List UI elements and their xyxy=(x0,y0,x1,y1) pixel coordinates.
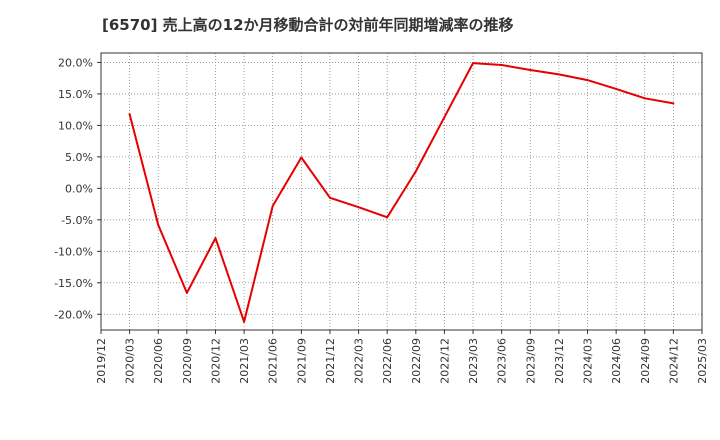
data-point xyxy=(500,63,503,66)
x-tick-label: 2020/12 xyxy=(209,338,222,384)
data-point xyxy=(243,320,246,323)
x-tick-label: 2025/03 xyxy=(696,338,709,384)
data-point xyxy=(643,97,646,100)
y-tick-label: 10.0% xyxy=(58,119,93,132)
y-axis-ticks: 20.0% 15.0% 10.0% 5.0% 0.0% -5.0% -10.0% -15.0%… xyxy=(54,56,101,321)
data-point xyxy=(472,62,475,65)
x-tick-label: 2023/12 xyxy=(553,338,566,384)
y-tick-label: 20.0% xyxy=(58,56,93,69)
data-point xyxy=(185,291,188,294)
x-tick-label: 2024/12 xyxy=(667,338,680,384)
data-point xyxy=(672,102,675,105)
x-tick-label: 2023/03 xyxy=(467,338,480,384)
x-tick-label: 2022/12 xyxy=(438,338,451,384)
x-tick-label: 2021/06 xyxy=(267,338,280,384)
x-tick-label: 2024/09 xyxy=(639,338,652,384)
data-point xyxy=(586,79,589,82)
x-tick-label: 2021/09 xyxy=(295,338,308,384)
series-line xyxy=(128,62,674,323)
chart-title: [6570] 売上高の12か月移動合計の対前年同期増減率の推移 xyxy=(102,16,514,34)
y-tick-label: -10.0% xyxy=(54,245,93,258)
data-point xyxy=(157,223,160,226)
x-tick-label: 2023/09 xyxy=(524,338,537,384)
y-tick-label: -15.0% xyxy=(54,277,93,290)
data-point xyxy=(214,237,217,240)
x-tick-label: 2021/03 xyxy=(238,338,251,384)
x-tick-label: 2020/09 xyxy=(181,338,194,384)
x-tick-label: 2021/12 xyxy=(324,338,337,384)
data-point xyxy=(386,216,389,219)
data-point xyxy=(271,204,274,207)
data-point xyxy=(557,73,560,76)
x-tick-label: 2022/06 xyxy=(381,338,394,384)
y-tick-label: 0.0% xyxy=(65,182,93,195)
x-tick-label: 2020/06 xyxy=(152,338,165,384)
plot-area xyxy=(100,52,703,331)
x-tick-label: 2020/03 xyxy=(124,338,137,384)
y-tick-label: 15.0% xyxy=(58,88,93,101)
data-point xyxy=(443,116,446,119)
data-point xyxy=(300,156,303,159)
x-tick-label: 2024/03 xyxy=(582,338,595,384)
y-tick-label: -20.0% xyxy=(54,308,93,321)
data-point xyxy=(414,170,417,173)
y-tick-label: 5.0% xyxy=(65,151,93,164)
x-tick-label: 2019/12 xyxy=(95,338,108,384)
data-point xyxy=(529,68,532,71)
x-tick-label: 2022/03 xyxy=(353,338,366,384)
data-point xyxy=(357,206,360,209)
x-axis-ticks: 2019/12 2020/03 2020/06 2020/09 2020/12 2021/… xyxy=(95,330,709,384)
data-point xyxy=(128,113,131,116)
data-point xyxy=(328,196,331,199)
y-tick-label: -5.0% xyxy=(61,214,93,227)
x-tick-label: 2022/09 xyxy=(410,338,423,384)
x-tick-label: 2023/06 xyxy=(496,338,509,384)
grid-lines xyxy=(101,53,702,330)
x-tick-label: 2024/06 xyxy=(610,338,623,384)
data-point xyxy=(615,87,618,90)
series-layer xyxy=(128,62,675,323)
